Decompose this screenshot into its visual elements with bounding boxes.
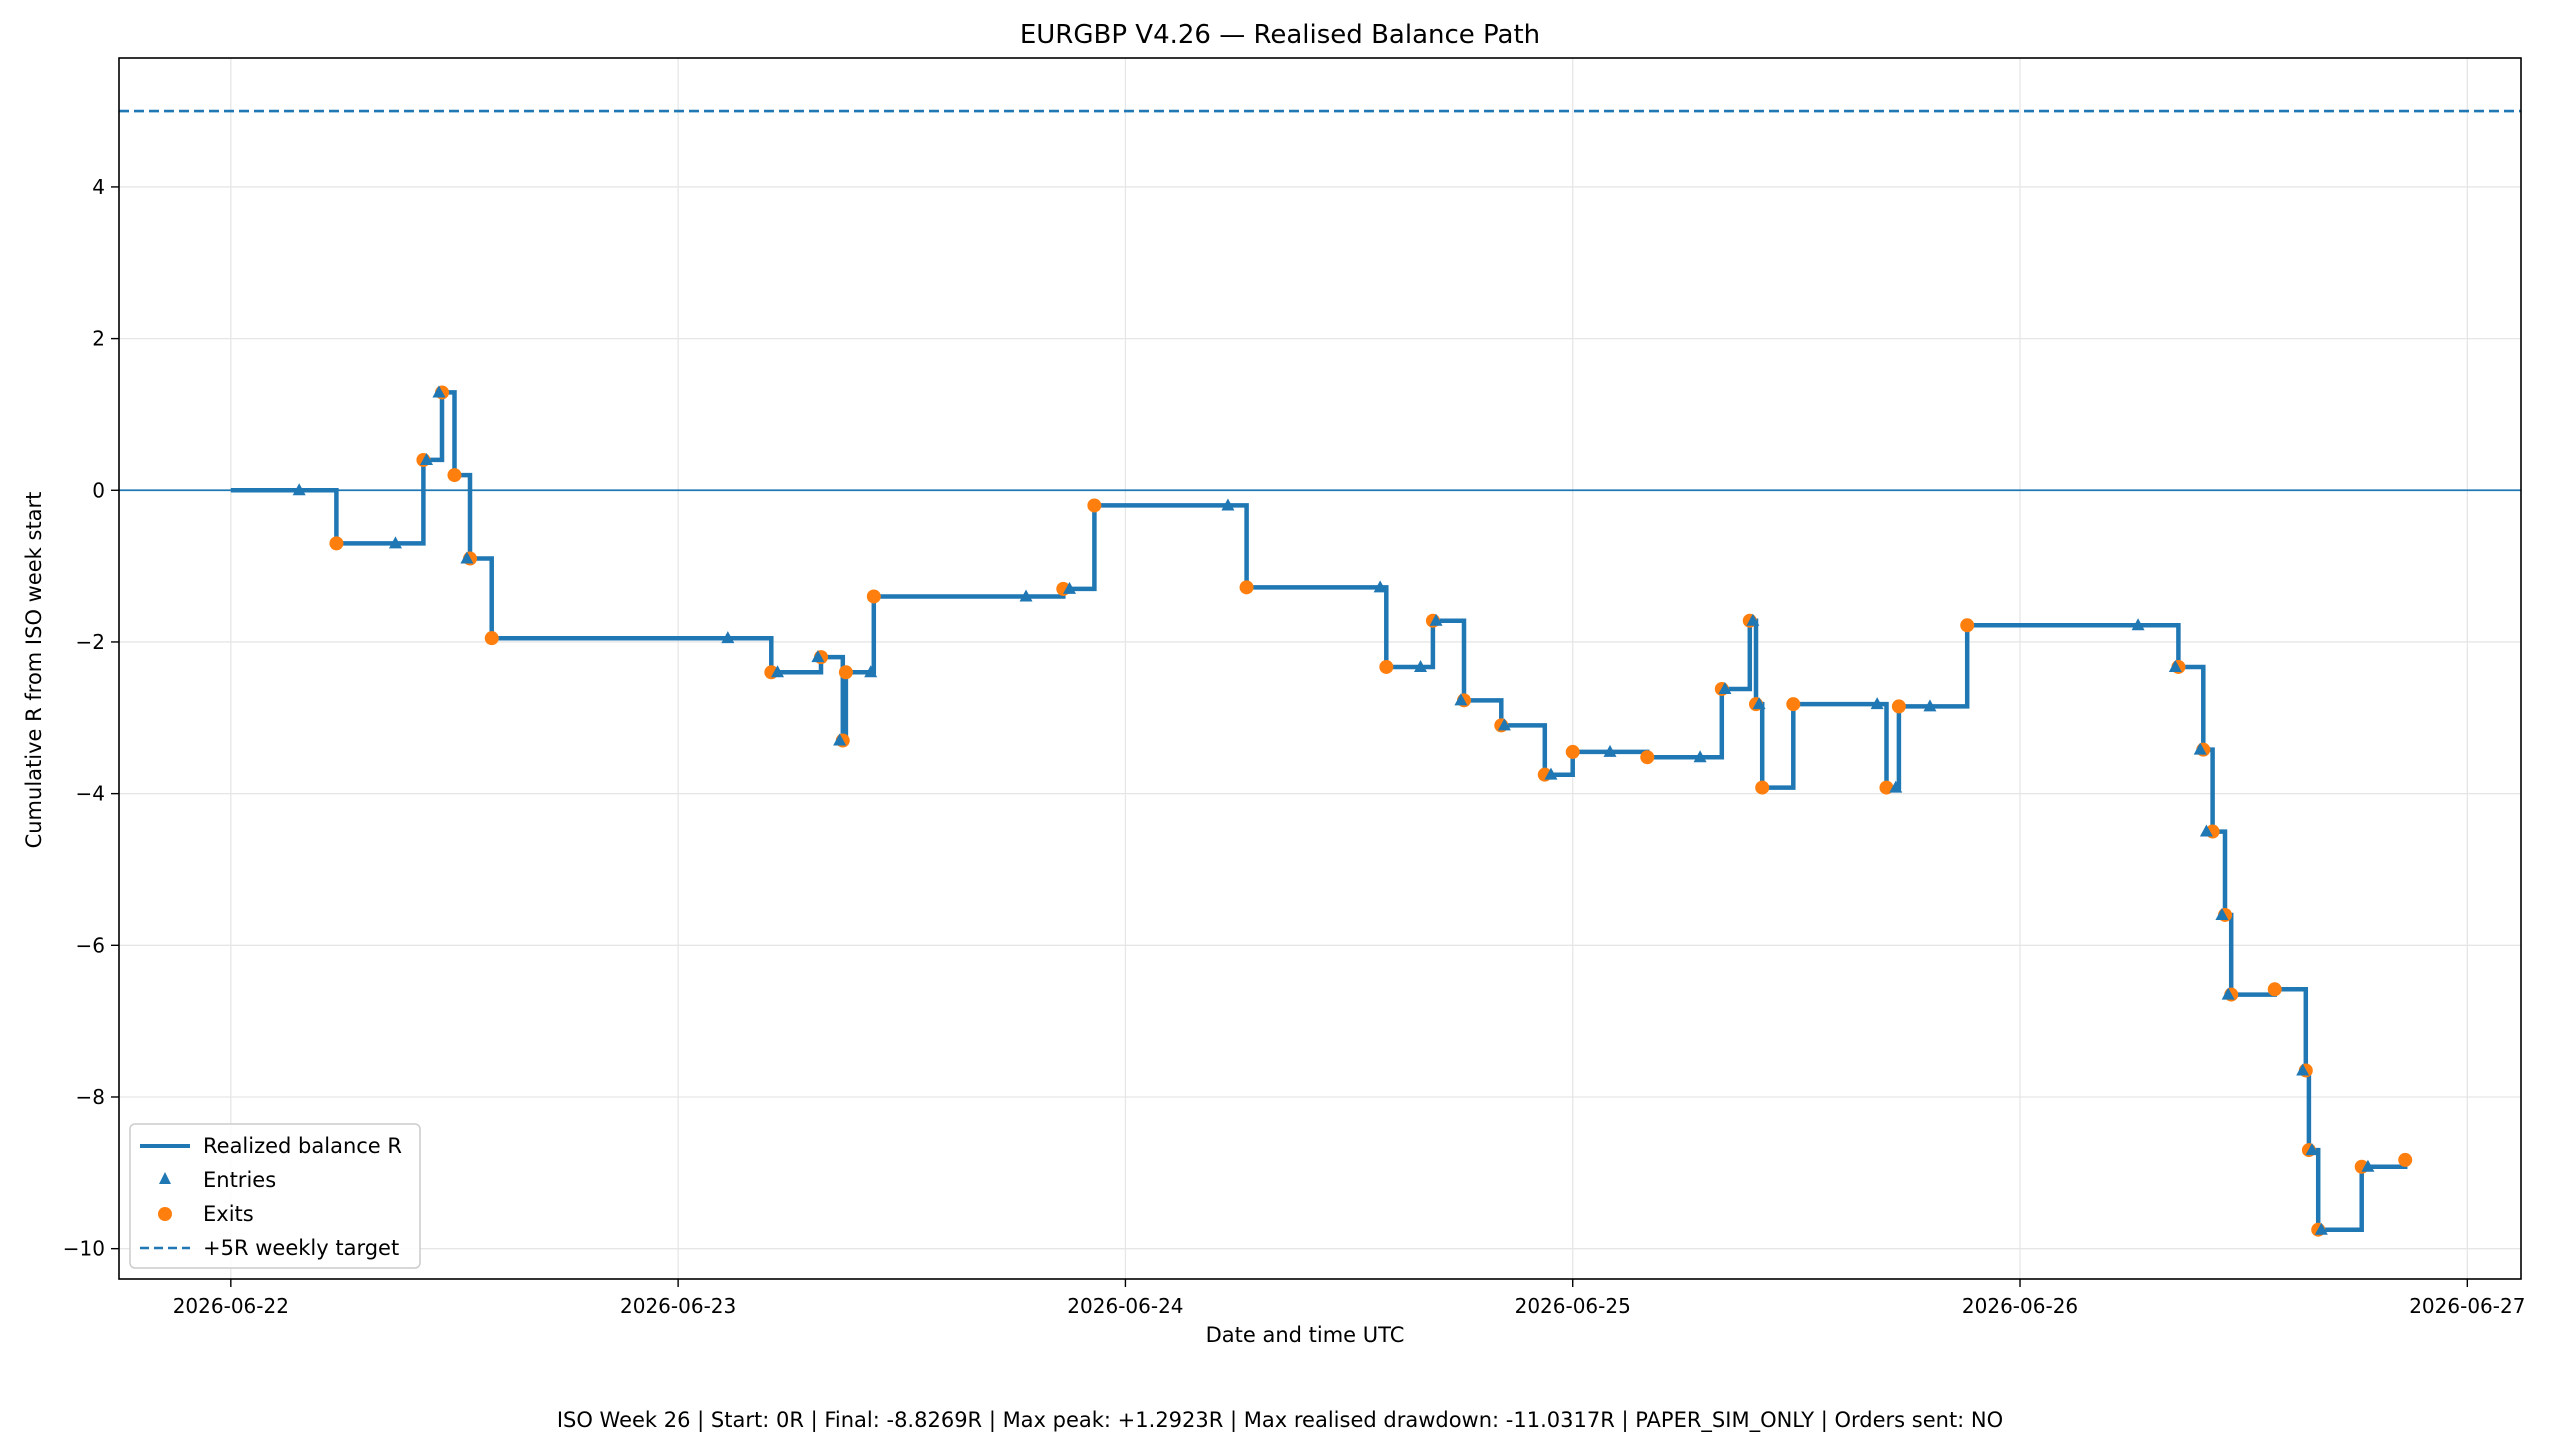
plot-area-frame: [118, 57, 2522, 1280]
y-tick-label: −4: [76, 782, 105, 806]
exit-marker: [1239, 580, 1254, 595]
entry-marker: [432, 385, 446, 398]
entry-marker: [2314, 1222, 2328, 1235]
x-tick-label: 2026-06-24: [1067, 1294, 1183, 1318]
legend-label-balance: Realized balance R: [203, 1134, 402, 1158]
y-tick-label: −6: [76, 933, 105, 957]
entry-marker: [1752, 697, 1766, 710]
entry-marker: [811, 650, 825, 663]
entry-marker: [2168, 659, 2182, 672]
balance-step-line: [230, 390, 2408, 1232]
exit-marker: [1879, 780, 1894, 795]
x-axis-label: Date and time UTC: [1206, 1323, 1405, 1347]
entry-marker: [1923, 699, 1937, 712]
reference-lines: [119, 109, 2521, 492]
entry-marker: [721, 631, 735, 644]
legend-exit-swatch: [158, 1207, 172, 1221]
entry-marker: [2131, 618, 2145, 631]
exit-marker: [838, 665, 853, 680]
legend-label-target: +5R weekly target: [203, 1236, 399, 1260]
entry-marker: [1019, 589, 1033, 602]
y-tick-label: −10: [63, 1237, 105, 1261]
entry-marker: [2361, 1159, 2375, 1172]
exit-marker: [1786, 697, 1801, 712]
y-tick-label: −2: [76, 630, 105, 654]
entry-marker: [1889, 780, 1903, 793]
exit-marker: [1640, 750, 1655, 765]
entry-marker: [2215, 907, 2229, 920]
legend-box: [129, 1123, 421, 1269]
y-tick-label: 2: [92, 327, 105, 351]
y-tick-label: 4: [92, 175, 105, 199]
entry-marker: [1373, 580, 1387, 593]
exit-marker: [329, 536, 344, 551]
entry-marker: [292, 483, 306, 496]
exit-marker: [484, 631, 499, 646]
entry-marker: [1429, 613, 1443, 626]
entry-marker: [420, 452, 434, 465]
legend: Realized balance R Entries Exits +5R wee…: [129, 1123, 421, 1269]
entry-marker: [2199, 824, 2213, 837]
entry-marker: [1718, 681, 1732, 694]
exit-marker: [866, 589, 881, 604]
exit-marker: [447, 468, 462, 483]
marker-layer: [292, 385, 2413, 1237]
legend-label-entries: Entries: [203, 1168, 276, 1192]
entry-marker: [1693, 750, 1707, 763]
entry-marker: [1414, 659, 1428, 672]
entry-marker: [1746, 613, 1760, 626]
legend-label-exits: Exits: [203, 1202, 254, 1226]
entry-marker: [2193, 742, 2207, 755]
y-axis-label: Cumulative R from ISO week start: [22, 492, 46, 849]
entry-marker: [833, 733, 847, 746]
entry-marker: [1870, 697, 1884, 710]
series-layer: [230, 390, 2408, 1232]
exit-marker: [1960, 618, 1975, 633]
x-tick-label: 2026-06-22: [173, 1294, 289, 1318]
entry-marker: [1063, 581, 1077, 594]
x-tick-label: 2026-06-26: [1962, 1294, 2078, 1318]
entry-marker: [1603, 744, 1617, 757]
footer-summary: ISO Week 26 | Start: 0R | Final: -8.8269…: [556, 1408, 2004, 1432]
y-tick-label: −8: [76, 1085, 105, 1109]
entry-marker: [460, 551, 474, 564]
exit-marker: [1755, 780, 1770, 795]
entry-marker: [1497, 718, 1511, 731]
entry-marker: [2221, 987, 2235, 1000]
entry-marker: [771, 665, 785, 678]
chart-title: EURGBP V4.26 — Realised Balance Path: [1020, 20, 1540, 50]
x-tick-label: 2026-06-27: [2409, 1294, 2525, 1318]
y-tick-label: 0: [92, 478, 105, 502]
entry-marker: [1454, 693, 1468, 706]
grid-lines: [119, 58, 2521, 1279]
exit-marker: [1087, 498, 1102, 513]
entry-marker: [388, 536, 402, 549]
exit-marker: [1379, 659, 1394, 674]
exit-marker: [2398, 1152, 2413, 1167]
exit-marker: [1565, 744, 1580, 759]
tick-layer: 2026-06-22 2026-06-23 2026-06-24 2026-06-25…: [63, 175, 2526, 1318]
entry-marker: [864, 665, 878, 678]
exit-marker: [1891, 699, 1906, 714]
exit-marker: [2267, 982, 2282, 997]
entry-marker: [1544, 767, 1558, 780]
legend-entry-swatch: [159, 1172, 171, 1184]
entry-marker: [1221, 498, 1235, 511]
x-tick-label: 2026-06-25: [1515, 1294, 1631, 1318]
x-tick-label: 2026-06-23: [620, 1294, 736, 1318]
entry-marker: [2305, 1143, 2319, 1156]
entry-marker: [2296, 1063, 2310, 1076]
